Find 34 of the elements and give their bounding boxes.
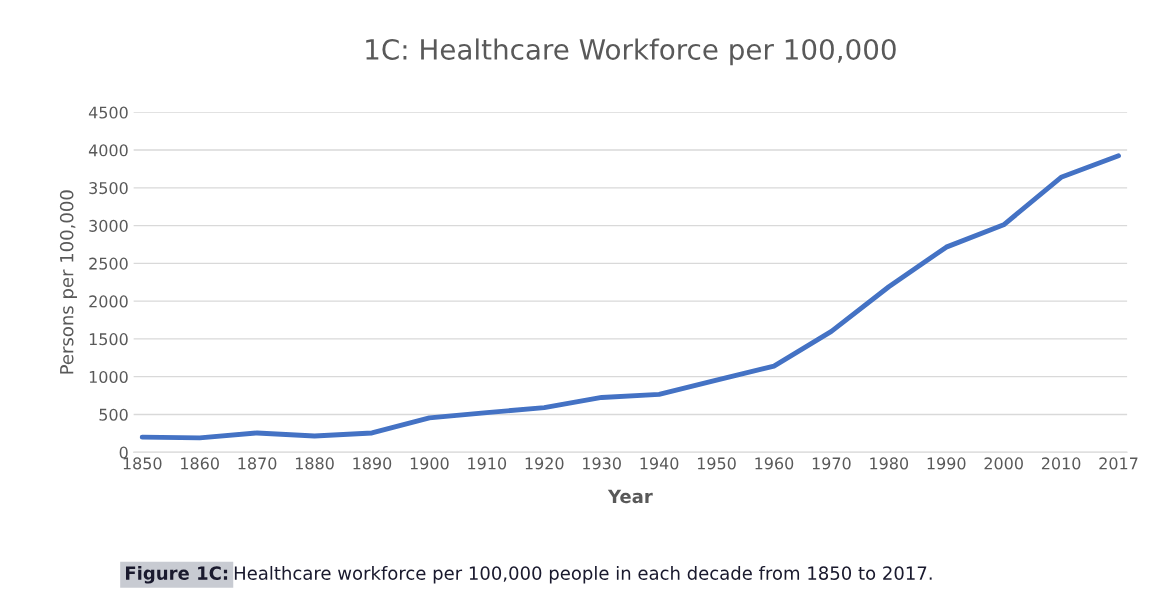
y-tick-label: 2500	[89, 257, 128, 270]
x-tick-label: 1850	[123, 457, 162, 470]
y-tick-label: 4000	[88, 144, 128, 157]
x-tick-label: 1860	[181, 457, 219, 470]
line-series	[139, 153, 1121, 441]
x-tick-label: 1950	[697, 457, 736, 470]
y-tick-label: 0	[119, 446, 128, 459]
x-tick-label: 1920	[525, 457, 564, 470]
y-tick-label: 3000	[89, 219, 128, 232]
x-tick-label: 1910	[468, 457, 507, 470]
y-tick-label: 2000	[89, 295, 128, 308]
x-tick-label: 1960	[755, 457, 794, 470]
x-tick-label: 1990	[927, 457, 966, 470]
y-tick-label: 3500	[89, 182, 128, 195]
y-axis-title: Persons per 100,000	[59, 190, 78, 374]
x-tick-label: 1870	[238, 457, 277, 470]
caption: Figure 1C:	[125, 565, 228, 584]
y-tick-label: 1000	[89, 370, 128, 383]
chart-title: 1C: Healthcare Workforce per 100,000	[366, 38, 896, 66]
x-tick-label: 1930	[583, 457, 621, 470]
x-tick-label: 1890	[353, 457, 392, 470]
x-tick-label: 2017	[1099, 457, 1138, 470]
x-tick-label: 2000	[984, 457, 1023, 470]
x-axis-title: Year	[607, 489, 653, 504]
y-tick-label: 4500	[88, 106, 128, 119]
x-tick-label: 1970	[812, 457, 851, 470]
x-tick-label: 1940	[640, 457, 679, 470]
text: Healthcare workforce per 100,000 people in each decade from 1850 to 2017.	[234, 565, 932, 584]
y-tick-label: 500	[99, 408, 128, 421]
y-tick-label: 1500	[89, 333, 128, 346]
x-tick-label: 2010	[1041, 457, 1081, 470]
x-tick-label: 1900	[410, 457, 449, 470]
x-tick-label: 1880	[295, 457, 334, 470]
x-tick-label: 1980	[870, 457, 909, 470]
